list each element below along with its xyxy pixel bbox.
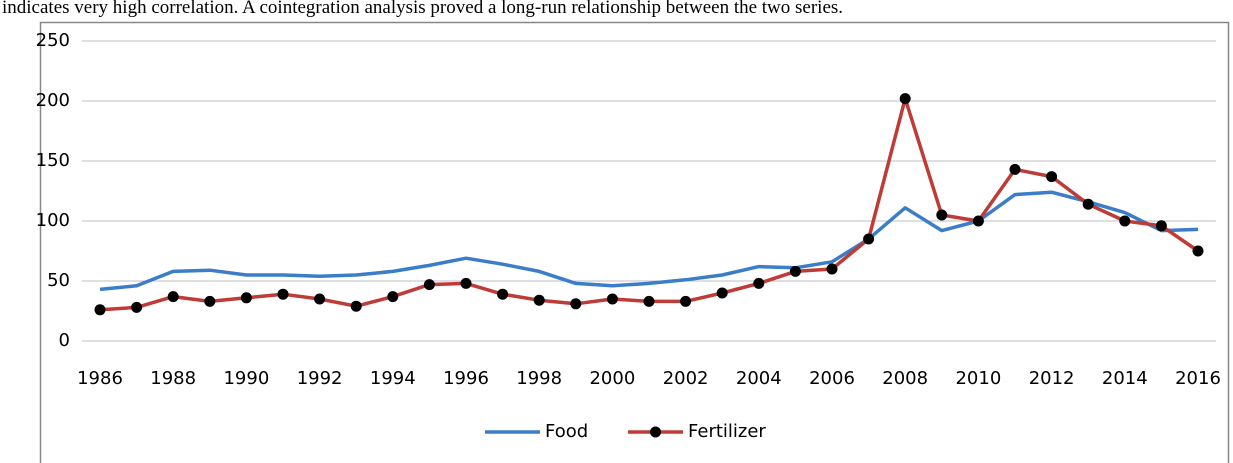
- marker: [497, 288, 509, 300]
- marker: [936, 209, 948, 221]
- marker: [789, 265, 801, 277]
- marker: [314, 293, 326, 305]
- y-tick-label: 200: [36, 90, 70, 111]
- legend-label: Food: [545, 421, 588, 442]
- marker: [460, 277, 472, 289]
- marker: [1192, 245, 1204, 257]
- marker: [606, 293, 618, 305]
- legend-label: Fertilizer: [688, 421, 766, 442]
- y-tick-label: 150: [36, 150, 70, 171]
- x-tick-label: 1994: [370, 368, 416, 389]
- marker: [387, 291, 399, 303]
- marker: [277, 288, 289, 300]
- series-line: [99, 96, 1199, 312]
- chart-frame: [39, 21, 1230, 463]
- y-tick-label: 0: [59, 330, 70, 351]
- marker: [972, 215, 984, 227]
- y-tick-label: 50: [47, 270, 70, 291]
- x-tick-label: 2012: [1029, 368, 1075, 389]
- marker: [680, 295, 692, 307]
- marker: [131, 301, 143, 313]
- x-tick-label: 1988: [150, 368, 196, 389]
- x-tick-label: 2010: [955, 368, 1001, 389]
- marker: [423, 279, 435, 291]
- y-tick-label: 250: [36, 30, 70, 51]
- x-tick-label: 1986: [77, 368, 123, 389]
- marker: [570, 298, 582, 310]
- marker: [94, 304, 106, 316]
- x-tick-label: 2002: [663, 368, 709, 389]
- legend-marker: [650, 426, 661, 438]
- marker: [1155, 220, 1167, 232]
- series-line: [99, 190, 1199, 292]
- x-tick-label: 2000: [589, 368, 635, 389]
- marker: [1009, 163, 1021, 175]
- x-tick-label: 2014: [1102, 368, 1148, 389]
- marker: [753, 277, 765, 289]
- x-tick-label: 2004: [736, 368, 782, 389]
- marker: [204, 295, 216, 307]
- marker: [1119, 215, 1131, 227]
- marker: [826, 263, 838, 275]
- marker: [240, 292, 252, 304]
- x-tick-label: 1998: [516, 368, 562, 389]
- marker: [716, 287, 728, 299]
- x-tick-label: 2016: [1175, 368, 1221, 389]
- x-tick-label: 2008: [882, 368, 928, 389]
- y-tick-label: 100: [36, 210, 70, 231]
- paragraph: indicates very high correlation. A coint…: [2, 0, 843, 18]
- marker: [533, 294, 545, 306]
- marker: [863, 233, 875, 245]
- x-tick-label: 1992: [297, 368, 343, 389]
- marker: [1046, 171, 1058, 183]
- marker: [350, 300, 362, 312]
- marker: [1082, 198, 1094, 210]
- x-tick-label: 2006: [809, 368, 855, 389]
- x-tick-label: 1990: [223, 368, 269, 389]
- marker: [643, 295, 655, 307]
- marker: [899, 93, 911, 105]
- marker: [167, 291, 179, 303]
- x-tick-label: 1996: [443, 368, 489, 389]
